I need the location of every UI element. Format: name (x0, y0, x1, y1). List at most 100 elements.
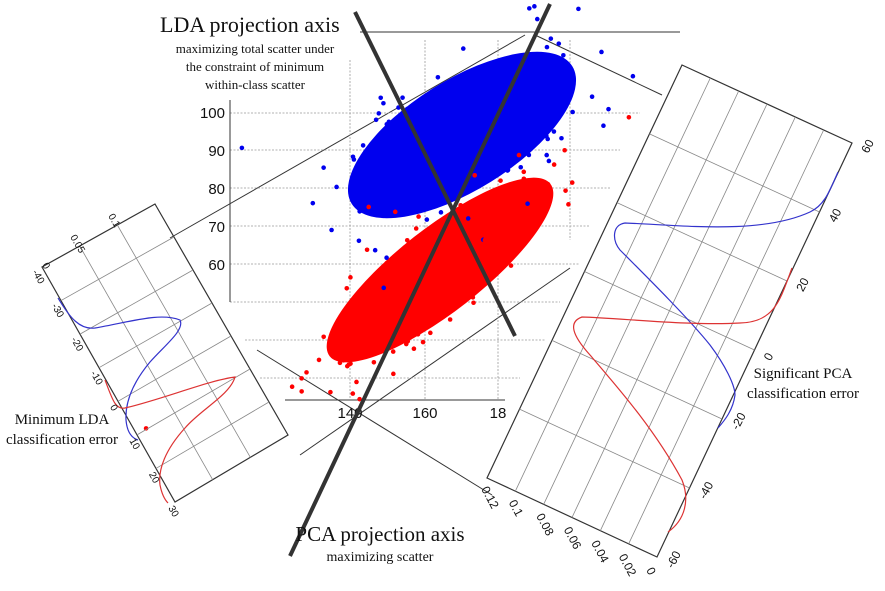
scatter-point (454, 275, 459, 281)
right-value-ticks: 60 40 20 0 -20 -40 -60 (663, 137, 877, 571)
scatter-point (393, 291, 398, 296)
scatter-point (525, 201, 530, 207)
scatter-point (428, 277, 433, 283)
scatter-point (428, 139, 433, 145)
scatter-point (352, 342, 357, 348)
scatter-point (562, 147, 567, 153)
scatter-point (437, 117, 442, 122)
scatter-point (556, 41, 562, 46)
scatter-point (360, 143, 366, 148)
scatter-point (485, 105, 491, 111)
scatter-point (401, 185, 407, 190)
scatter-point (497, 122, 503, 127)
scatter-point (436, 305, 442, 310)
pca-error-annotation: Significant PCA (754, 366, 853, 382)
scatter-point (362, 307, 368, 312)
scatter-point (479, 242, 485, 248)
scatter-point (500, 212, 506, 217)
scatter-point (482, 228, 487, 234)
scatter-point (505, 168, 510, 173)
scatter-point (501, 256, 506, 262)
lda-axis-subtitle: the constraint of minimum (186, 59, 324, 74)
scatter-point (410, 150, 415, 156)
scatter-point (367, 148, 372, 153)
scatter-point (452, 261, 457, 267)
scatter-point (509, 231, 515, 237)
scatter-point (454, 257, 460, 263)
scatter-point (471, 300, 476, 306)
scatter-point (418, 295, 424, 300)
scatter-point (351, 157, 357, 162)
scatter-point (391, 371, 396, 377)
scatter-point (464, 146, 469, 151)
scatter-point (408, 309, 413, 314)
scatter-point (474, 228, 480, 233)
panel-gridline (571, 103, 768, 518)
scatter-point (533, 87, 539, 92)
scatter-point (299, 376, 304, 381)
scatter-point (497, 130, 502, 136)
scatter-point (373, 344, 379, 349)
scatter-point (424, 292, 430, 297)
scatter-point (455, 107, 461, 112)
scatter-point (468, 98, 474, 103)
scatter-point (382, 322, 388, 328)
scatter-point (441, 163, 447, 169)
scatter-point (394, 143, 400, 148)
scatter-point (504, 152, 510, 158)
scatter-point (347, 321, 352, 327)
x-tick-labels: 140 160 18 (337, 405, 506, 422)
scatter-point (404, 237, 410, 243)
panel-gridline (79, 269, 194, 335)
scatter-point (519, 237, 524, 243)
scatter-point (494, 80, 500, 86)
tick-label: 0.08 (533, 511, 556, 538)
scatter-point (521, 208, 527, 214)
scatter-point (388, 321, 394, 327)
tick-label: 0 (107, 403, 120, 414)
scatter-point (446, 306, 452, 312)
scatter-point (417, 264, 423, 269)
scatter-point (390, 306, 396, 312)
y-tick-label: 60 (208, 257, 225, 274)
lda-error-annotation: Minimum LDA (15, 412, 110, 428)
scatter-point (372, 247, 378, 253)
scatter-point (399, 291, 405, 297)
scatter-point (485, 152, 491, 158)
scatter-point (428, 243, 433, 249)
scatter-point (499, 226, 504, 232)
guide-line (534, 34, 663, 96)
scatter-point (402, 261, 408, 267)
panel-gridline (514, 77, 711, 492)
scatter-point (489, 193, 495, 198)
scatter-point (470, 295, 476, 300)
scatter-point (390, 163, 396, 168)
scatter-point (492, 255, 498, 260)
scatter-point (469, 218, 475, 224)
scatter-point (374, 161, 379, 166)
scatter-point (536, 128, 542, 133)
scatter-point (404, 290, 410, 295)
y-tick-labels: 100 90 80 70 60 (200, 105, 225, 274)
scatter-point (437, 250, 443, 255)
scatter-point (469, 281, 475, 286)
scatter-point (480, 65, 486, 71)
panel-gridline (60, 236, 175, 301)
scatter-point (447, 317, 453, 322)
tick-label: 0.12 (478, 484, 501, 511)
scatter-point (561, 53, 566, 58)
scatter-point (515, 124, 521, 129)
scatter-point (563, 188, 568, 193)
scatter-point (491, 232, 497, 238)
scatter-point (518, 118, 523, 124)
scatter-point (461, 156, 466, 161)
scatter-point (508, 263, 514, 268)
tick-label: 0.04 (588, 538, 611, 565)
scatter-point (469, 235, 475, 241)
scatter-point (465, 221, 470, 227)
pca-error-annotation: classification error (747, 386, 859, 402)
scatter-point (408, 274, 413, 280)
scatter-point (467, 289, 472, 294)
right-density-ticks: 0.12 0.1 0.08 0.06 0.04 0.02 0 (478, 484, 659, 579)
